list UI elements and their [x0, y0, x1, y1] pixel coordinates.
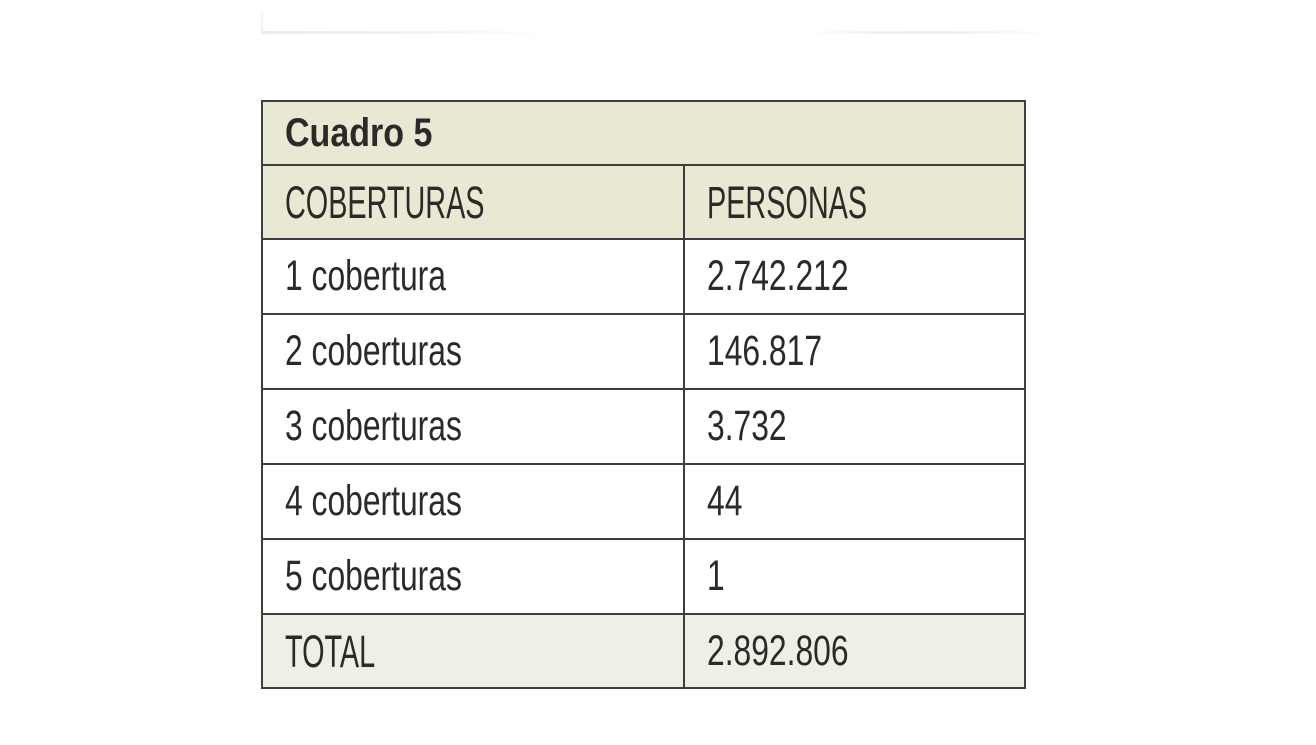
row-value-cell: 2.742.212 [682, 238, 1027, 315]
total-value: 2.892.806 [707, 626, 849, 675]
total-value-cell: 2.892.806 [682, 613, 1027, 689]
column-header-coberturas: COBERTURAS [261, 164, 685, 240]
total-row: TOTAL 2.892.806 [261, 613, 1027, 689]
page-artifact-left-edge [261, 13, 263, 33]
row-label-cell: 5 coberturas [261, 538, 685, 615]
column-header-label: COBERTURAS [285, 176, 485, 228]
row-label-cell: 3 coberturas [261, 388, 685, 465]
row-label: 2 coberturas [285, 327, 462, 375]
cuadro-5-table: Cuadro 5 COBERTURAS PERSONAS 1 cobertura… [260, 100, 1027, 689]
row-label: 5 coberturas [285, 552, 462, 600]
row-value: 44 [707, 477, 743, 525]
total-label: TOTAL [285, 625, 376, 677]
row-label: 1 cobertura [285, 252, 446, 300]
row-value: 1 [707, 552, 725, 600]
column-header-label: PERSONAS [707, 176, 868, 228]
page-artifact-rule-right [800, 31, 1057, 34]
row-value-cell: 146.817 [682, 313, 1027, 390]
table-row: 4 coberturas 44 [261, 463, 1027, 540]
table-row: 3 coberturas 3.732 [261, 388, 1027, 465]
row-label-cell: 2 coberturas [261, 313, 685, 390]
table-title-row: Cuadro 5 [260, 100, 1027, 166]
row-value: 146.817 [707, 327, 823, 375]
total-label-cell: TOTAL [261, 613, 685, 689]
page-artifact-rule-left [261, 31, 561, 34]
row-label: 4 coberturas [285, 477, 462, 525]
table-header-row: COBERTURAS PERSONAS [261, 164, 1027, 240]
row-value: 2.742.212 [707, 252, 849, 300]
table-row: 1 cobertura 2.742.212 [261, 238, 1027, 315]
table-title: Cuadro 5 [285, 111, 433, 155]
row-value-cell: 44 [682, 463, 1027, 540]
row-label-cell: 4 coberturas [261, 463, 685, 540]
table-title-cell: Cuadro 5 [260, 100, 1027, 166]
row-value-cell: 3.732 [682, 388, 1027, 465]
row-value: 3.732 [707, 402, 787, 450]
row-value-cell: 1 [682, 538, 1027, 615]
table-row: 2 coberturas 146.817 [261, 313, 1027, 390]
column-header-personas: PERSONAS [682, 164, 1027, 240]
table-row: 5 coberturas 1 [261, 538, 1027, 615]
row-label: 3 coberturas [285, 402, 462, 450]
row-label-cell: 1 cobertura [261, 238, 685, 315]
